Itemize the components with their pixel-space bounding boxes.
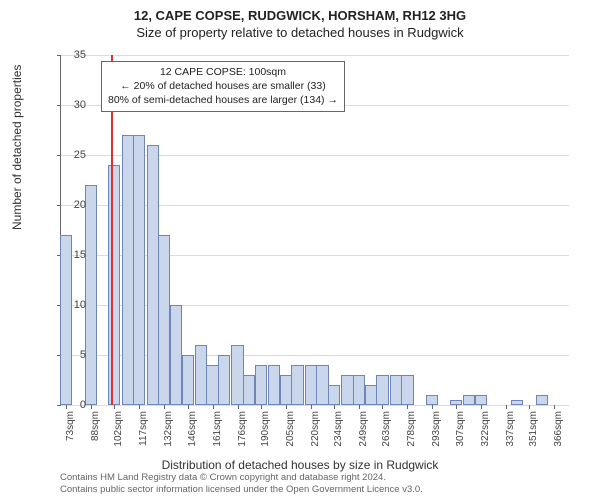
xtick-mark xyxy=(238,405,239,409)
ytick-label: 35 xyxy=(46,49,86,61)
annot-line1: 12 CAPE COPSE: 100sqm xyxy=(108,65,338,79)
xtick-mark xyxy=(311,405,312,409)
histogram-bar xyxy=(463,395,475,405)
xtick-label: 234sqm xyxy=(333,411,344,453)
histogram-bar xyxy=(536,395,548,405)
histogram-bar xyxy=(390,375,402,405)
histogram-bar xyxy=(511,400,523,405)
gridline xyxy=(61,405,569,406)
histogram-bar xyxy=(182,355,194,405)
plot-area: 12 CAPE COPSE: 100sqm← 20% of detached h… xyxy=(60,55,569,406)
histogram-bar xyxy=(341,375,353,405)
histogram-bar xyxy=(365,385,377,405)
histogram-bar xyxy=(353,375,365,405)
histogram-bar xyxy=(328,385,340,405)
ytick-label: 0 xyxy=(46,399,86,411)
xtick-mark xyxy=(359,405,360,409)
xtick-mark xyxy=(261,405,262,409)
xtick-label: 249sqm xyxy=(358,411,369,453)
xtick-mark xyxy=(213,405,214,409)
histogram-bar xyxy=(401,375,413,405)
page-subtitle: Size of property relative to detached ho… xyxy=(0,23,600,40)
histogram-bar xyxy=(268,365,280,405)
xtick-label: 102sqm xyxy=(113,411,124,453)
annot-line3: 80% of semi-detached houses are larger (… xyxy=(108,93,338,107)
ytick-label: 5 xyxy=(46,349,86,361)
chart-container: 12, CAPE COPSE, RUDGWICK, HORSHAM, RH12 … xyxy=(0,0,600,500)
xtick-label: 146sqm xyxy=(187,411,198,453)
histogram-bar xyxy=(170,305,182,405)
xtick-label: 307sqm xyxy=(455,411,466,453)
xtick-mark xyxy=(432,405,433,409)
xtick-label: 73sqm xyxy=(65,411,76,453)
histogram-bar xyxy=(133,135,145,405)
page-title: 12, CAPE COPSE, RUDGWICK, HORSHAM, RH12 … xyxy=(0,0,600,23)
ytick-label: 30 xyxy=(46,99,86,111)
xtick-mark xyxy=(456,405,457,409)
histogram-bar xyxy=(291,365,303,405)
xtick-mark xyxy=(91,405,92,409)
histogram-bar xyxy=(206,365,218,405)
xtick-mark xyxy=(139,405,140,409)
ytick-label: 25 xyxy=(46,149,86,161)
footer-line2: Contains public sector information licen… xyxy=(60,484,423,496)
histogram-bar xyxy=(218,355,230,405)
xtick-mark xyxy=(382,405,383,409)
xtick-mark xyxy=(114,405,115,409)
footer-line1: Contains HM Land Registry data © Crown c… xyxy=(60,472,423,484)
histogram-bar xyxy=(255,365,267,405)
histogram-bar xyxy=(280,375,292,405)
histogram-bar xyxy=(158,235,170,405)
xtick-label: 278sqm xyxy=(406,411,417,453)
histogram-bar xyxy=(426,395,438,405)
ytick-label: 10 xyxy=(46,299,86,311)
xtick-mark xyxy=(286,405,287,409)
xtick-label: 366sqm xyxy=(553,411,564,453)
xtick-label: 220sqm xyxy=(310,411,321,453)
histogram-bar xyxy=(85,185,97,405)
xtick-label: 161sqm xyxy=(212,411,223,453)
xtick-mark xyxy=(164,405,165,409)
xtick-mark xyxy=(529,405,530,409)
histogram-bar xyxy=(305,365,317,405)
histogram-bar xyxy=(231,345,243,405)
annotation-box: 12 CAPE COPSE: 100sqm← 20% of detached h… xyxy=(101,61,345,112)
xtick-label: 205sqm xyxy=(285,411,296,453)
ytick-label: 20 xyxy=(46,199,86,211)
xtick-label: 322sqm xyxy=(480,411,491,453)
xtick-label: 263sqm xyxy=(381,411,392,453)
y-axis-label: Number of detached properties xyxy=(10,65,24,230)
histogram-bar xyxy=(316,365,328,405)
xtick-label: 293sqm xyxy=(431,411,442,453)
xtick-label: 132sqm xyxy=(163,411,174,453)
histogram-bar xyxy=(475,395,487,405)
x-axis-label: Distribution of detached houses by size … xyxy=(0,458,600,472)
histogram-bar xyxy=(195,345,207,405)
xtick-label: 351sqm xyxy=(528,411,539,453)
histogram-bar xyxy=(376,375,388,405)
gridline xyxy=(61,55,569,56)
xtick-label: 190sqm xyxy=(260,411,271,453)
xtick-mark xyxy=(188,405,189,409)
xtick-label: 337sqm xyxy=(505,411,516,453)
xtick-mark xyxy=(554,405,555,409)
footer-attribution: Contains HM Land Registry data © Crown c… xyxy=(60,472,423,496)
xtick-label: 176sqm xyxy=(237,411,248,453)
xtick-mark xyxy=(506,405,507,409)
ytick-label: 15 xyxy=(46,249,86,261)
xtick-mark xyxy=(481,405,482,409)
histogram-bar xyxy=(243,375,255,405)
xtick-mark xyxy=(334,405,335,409)
xtick-label: 88sqm xyxy=(90,411,101,453)
histogram-bar xyxy=(147,145,159,405)
annot-line2: ← 20% of detached houses are smaller (33… xyxy=(108,79,338,93)
xtick-mark xyxy=(407,405,408,409)
xtick-label: 117sqm xyxy=(138,411,149,453)
histogram-bar xyxy=(122,135,134,405)
